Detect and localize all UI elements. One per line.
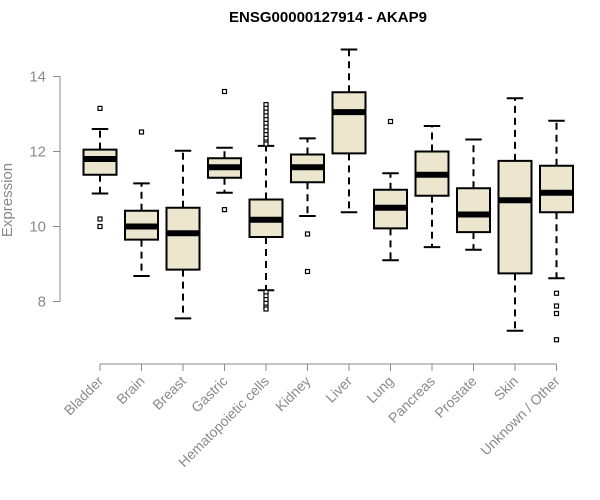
outlier-point [553, 310, 560, 317]
outlier-point [553, 303, 560, 309]
outlier-point [304, 268, 311, 275]
y-tick-label: 10 [29, 219, 46, 236]
box-10 [456, 138, 491, 251]
iqr-box [539, 164, 574, 214]
y-axis: 8 10 12 14 [29, 69, 61, 311]
outlier-point [304, 231, 311, 237]
outlier-point [263, 306, 269, 312]
box-5 [248, 102, 284, 312]
iqr-box [456, 187, 491, 234]
iqr-box [82, 148, 118, 176]
box-6 [290, 137, 325, 275]
outlier-point [221, 88, 228, 95]
outlier-point [221, 207, 228, 213]
outlier-point [97, 105, 103, 111]
x-tick-label: Breast [149, 373, 189, 413]
x-tick-label: Liver [322, 373, 355, 406]
outlier-point [387, 118, 394, 125]
outlier-point [97, 223, 103, 230]
x-tick-label: Skin [491, 373, 522, 404]
x-tick-label: Unknown / Other [477, 373, 563, 459]
box-11 [497, 97, 533, 332]
outlier-point [138, 129, 145, 135]
outlier-point [553, 290, 560, 296]
box-8 [373, 118, 408, 262]
iqr-box [331, 91, 367, 155]
y-tick-label: 14 [29, 69, 46, 86]
x-tick-label: Kidney [272, 373, 314, 415]
x-tick-label: Lung [363, 373, 396, 406]
box-2 [124, 129, 159, 277]
box-1 [82, 105, 118, 230]
box-3 [165, 149, 201, 320]
iqr-box [497, 159, 533, 275]
outlier-point [97, 216, 103, 222]
box-4 [207, 88, 242, 213]
chart-title: ENSG00000127914 - AKAP9 [229, 9, 427, 26]
outlier-point [553, 337, 560, 343]
box-12 [539, 119, 574, 343]
y-tick-label: 12 [29, 144, 46, 161]
x-tick-label: Brain [113, 373, 147, 407]
x-tick-label: Prostate [431, 373, 479, 421]
box-7 [331, 48, 367, 214]
x-tick-label: Bladder [61, 373, 107, 419]
box-9 [414, 125, 450, 249]
y-tick-label: 8 [38, 294, 46, 311]
box-series [82, 48, 574, 343]
y-axis-label: Expression [0, 163, 16, 237]
outlier-point [263, 141, 269, 147]
iqr-box [165, 206, 201, 271]
